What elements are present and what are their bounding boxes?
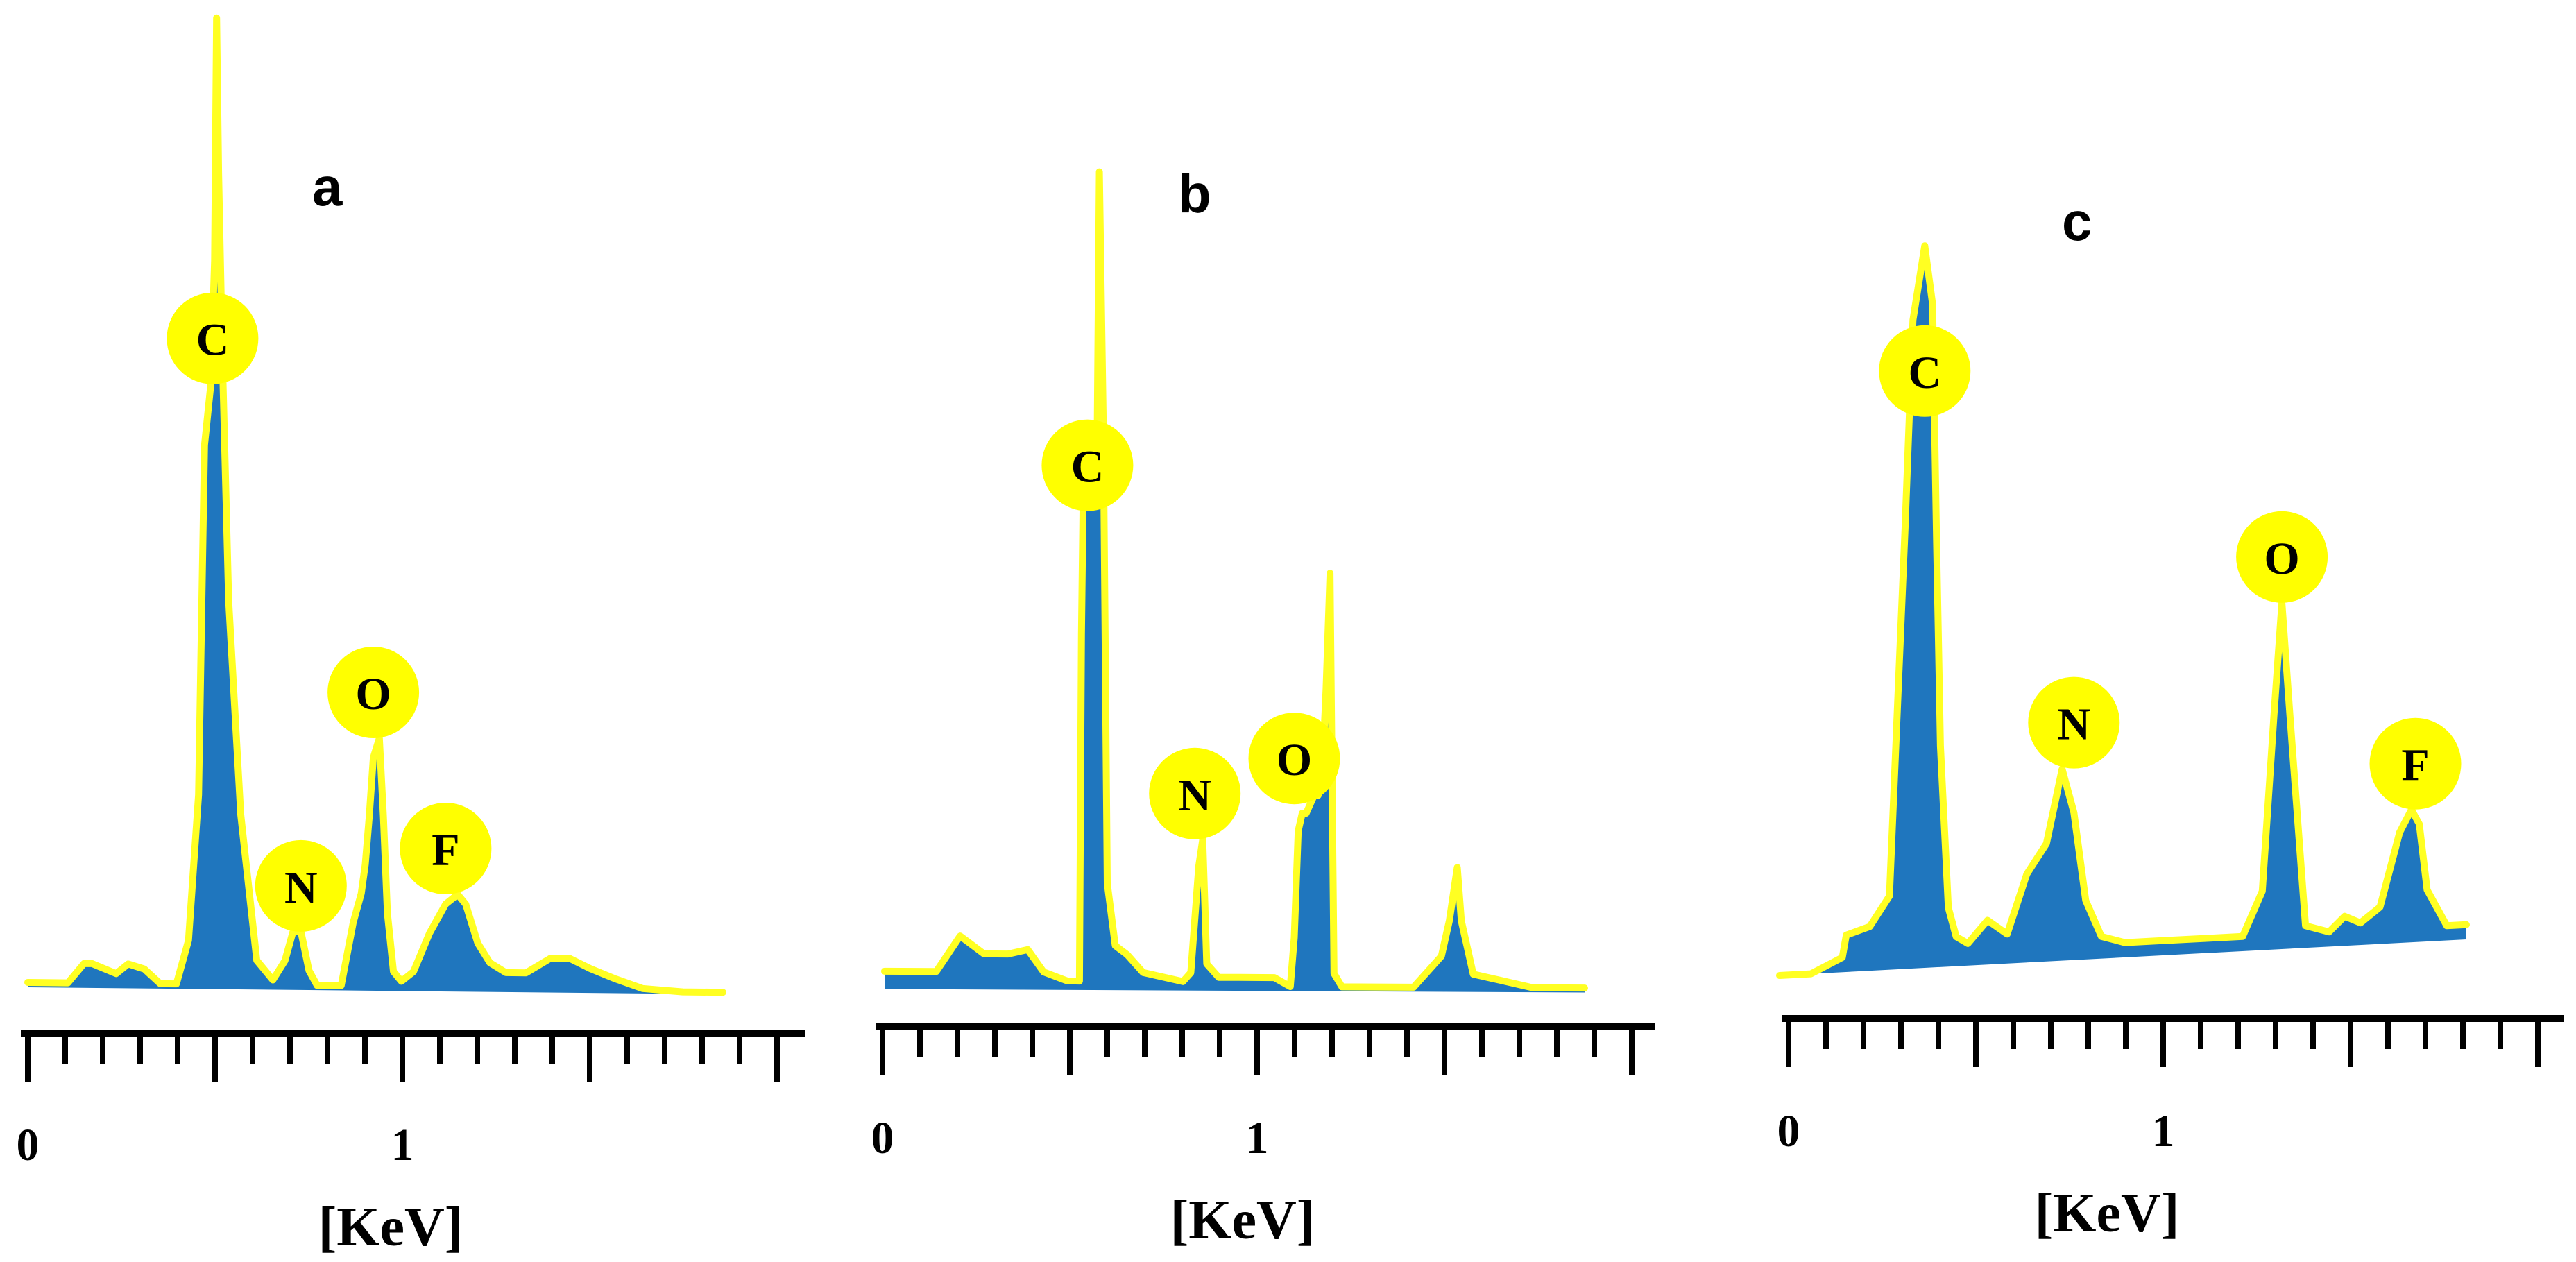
peak-badge-o: O [2236, 511, 2328, 603]
peak-badge-c: C [167, 292, 259, 384]
tick-label: 1 [2152, 1106, 2175, 1157]
peak-badge-n: N [1149, 747, 1241, 839]
peak-badge-circle [1879, 325, 1971, 417]
spectrum-plot-a: C N O F [24, 14, 726, 996]
peak-badge-circle [2028, 676, 2120, 769]
peak-badge-circle [167, 292, 259, 384]
panel-label-b: b [1178, 163, 1211, 224]
peak-element-label: N [1178, 770, 1211, 821]
tick-label: 1 [391, 1120, 414, 1170]
peak-badge-o: O [327, 647, 420, 738]
peak-element-label: O [355, 669, 391, 719]
peak-badge-n: N [2028, 676, 2120, 769]
peak-element-label: C [1908, 348, 1941, 398]
peak-badge-f: F [2369, 717, 2462, 810]
peak-badge-f: F [400, 803, 492, 894]
peak-element-label: N [284, 862, 318, 913]
tick-label: 1 [1246, 1113, 1269, 1163]
peak-badge-circle [400, 803, 492, 894]
peak-badge-circle [1248, 713, 1340, 805]
spectrum-fill [28, 17, 723, 995]
peak-badge-circle [255, 839, 347, 932]
peak-badge-c: C [1041, 419, 1134, 511]
peak-badge-n: N [255, 839, 347, 932]
peak-badge-c: C [1879, 325, 1971, 417]
spectrum-plot-b: C N O [881, 168, 1588, 993]
tick-label: 0 [1777, 1106, 1800, 1157]
peak-badge-circle [2236, 511, 2328, 603]
peak-badge-circle [1041, 419, 1134, 511]
peak-badge-circle [327, 647, 420, 738]
tick-label: 0 [871, 1113, 894, 1163]
peak-element-label: C [196, 315, 230, 366]
panel-label-a: a [312, 156, 343, 217]
panel-label-c: c [2062, 191, 2092, 252]
peak-element-label: C [1071, 442, 1104, 493]
peak-element-label: O [1277, 735, 1312, 785]
axis-title-a: [KeV] [318, 1197, 463, 1258]
spectrum-line [24, 14, 726, 996]
tick-label: 0 [17, 1120, 40, 1170]
axis-title-b: [KeV] [1170, 1190, 1315, 1251]
spectrum-fill [885, 171, 1585, 993]
peak-badge-circle [2369, 717, 2462, 810]
peak-element-label: F [432, 825, 459, 876]
peak-badge-o: O [1248, 713, 1340, 805]
spectrum-plot-c: C N O F [1776, 242, 2470, 979]
peak-element-label: F [2401, 740, 2429, 791]
spectrum-line [881, 168, 1588, 992]
peak-badge-circle [1149, 747, 1241, 839]
peak-element-label: O [2264, 534, 2299, 584]
axis-title-c: [KeV] [2035, 1183, 2180, 1244]
peak-element-label: N [2057, 699, 2090, 750]
